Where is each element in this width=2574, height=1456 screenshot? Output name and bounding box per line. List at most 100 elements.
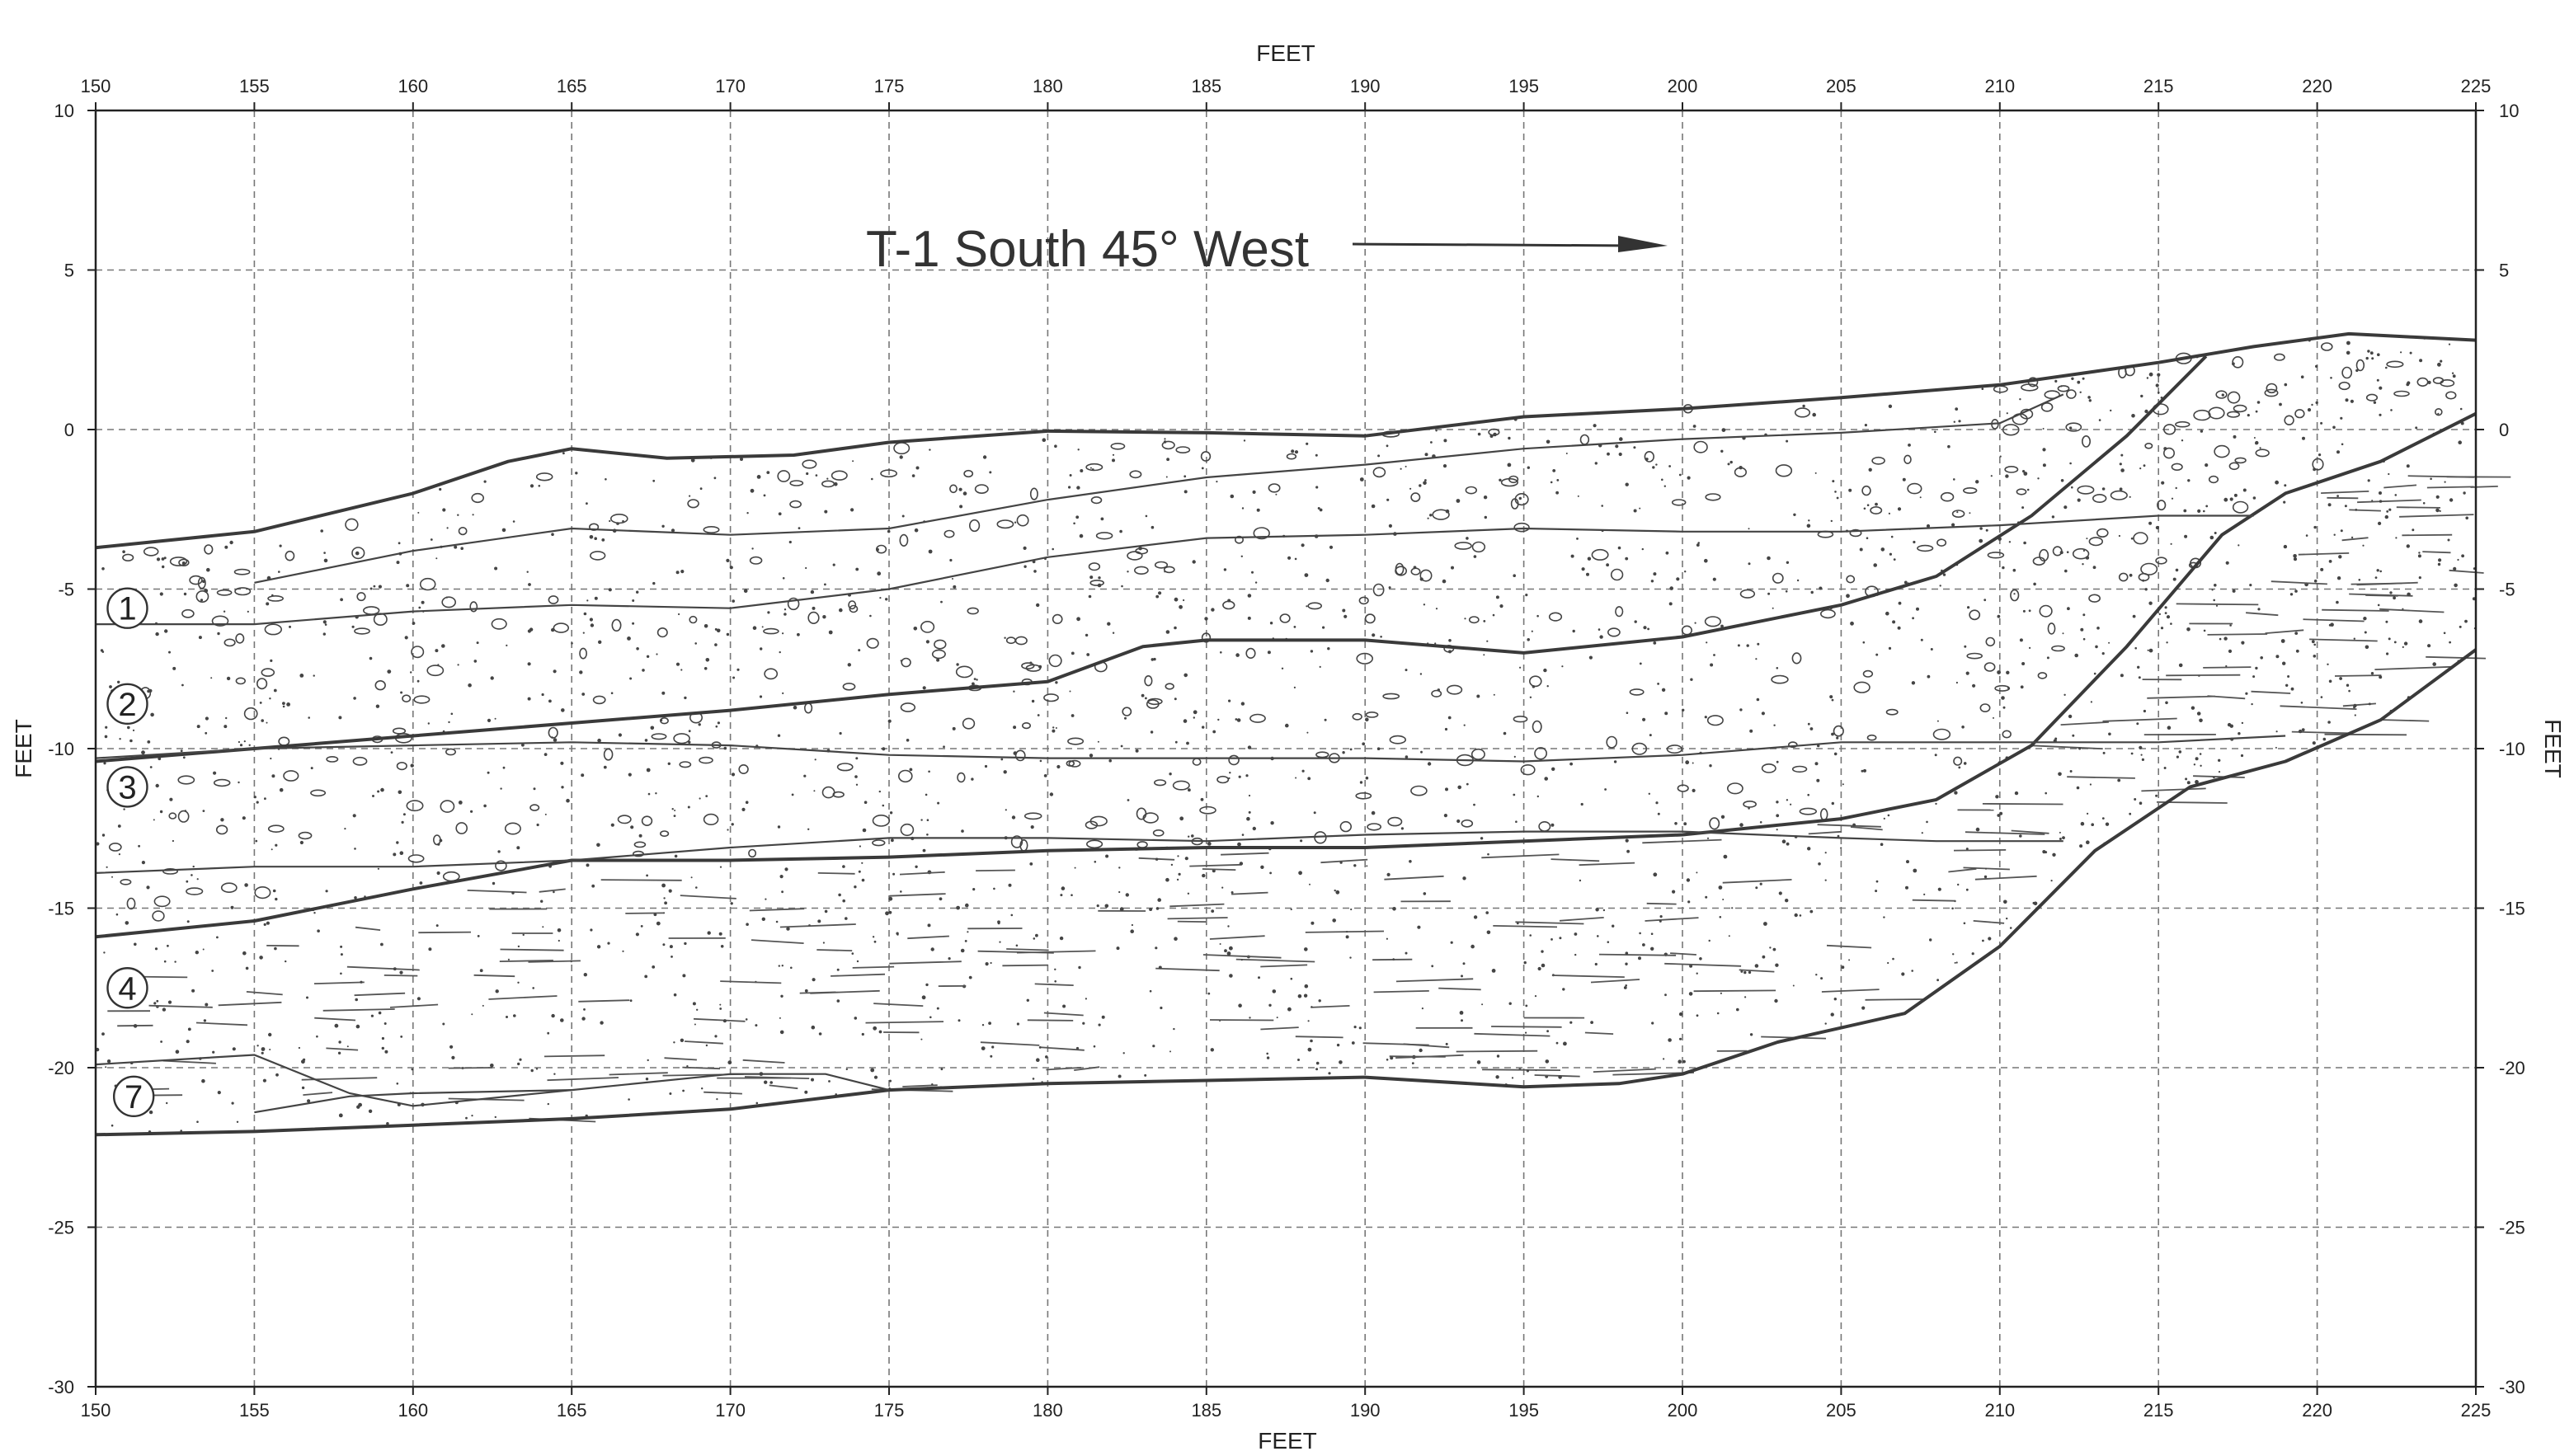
grain-mark bbox=[1155, 857, 1159, 861]
grain-mark bbox=[1221, 886, 1224, 889]
grain-mark bbox=[1786, 439, 1789, 443]
grain-mark bbox=[334, 1023, 339, 1028]
grain-mark bbox=[1423, 604, 1426, 606]
grain-mark bbox=[2098, 419, 2101, 421]
grain-mark bbox=[1216, 481, 1218, 483]
grain-mark bbox=[729, 566, 733, 570]
bedding-mark bbox=[313, 981, 365, 984]
grain-mark bbox=[1480, 837, 1484, 840]
cobble-mark bbox=[1963, 486, 1978, 494]
grain-mark bbox=[1457, 785, 1461, 790]
grain-mark bbox=[1710, 663, 1714, 667]
grain-mark bbox=[2143, 709, 2146, 713]
bedding-mark bbox=[902, 1084, 938, 1087]
grain-mark bbox=[1371, 504, 1376, 509]
cobble-mark bbox=[1861, 485, 1871, 496]
cobble-mark bbox=[2312, 458, 2324, 471]
grain-mark bbox=[2058, 772, 2062, 777]
grain-mark bbox=[2457, 558, 2459, 561]
grain-mark bbox=[1641, 547, 1645, 551]
cobble-mark bbox=[660, 716, 669, 725]
grain-mark bbox=[1193, 716, 1196, 719]
x-tick-label-bottom: 160 bbox=[398, 1400, 428, 1421]
bedding-mark bbox=[873, 1003, 924, 1007]
grain-mark bbox=[1836, 736, 1839, 740]
grain-mark bbox=[1954, 961, 1956, 964]
grain-mark bbox=[1897, 626, 1901, 630]
grain-mark bbox=[223, 610, 226, 613]
grain-mark bbox=[479, 969, 483, 973]
grain-mark bbox=[2008, 541, 2012, 543]
grain-mark bbox=[2022, 609, 2026, 613]
grain-mark bbox=[2444, 481, 2446, 483]
bedding-mark bbox=[2166, 674, 2241, 677]
cobble-mark bbox=[1200, 451, 1212, 462]
x-tick-label-top: 200 bbox=[1668, 76, 1698, 96]
grain-mark bbox=[401, 820, 404, 824]
cobble-mark bbox=[1022, 721, 1032, 730]
grain-mark bbox=[1252, 490, 1256, 495]
bedding-mark bbox=[2426, 486, 2474, 489]
bedding-mark bbox=[1850, 826, 1883, 831]
grain-mark bbox=[2139, 467, 2142, 470]
unit-label-3: 3 bbox=[106, 766, 148, 808]
x-tick-label-bottom: 215 bbox=[2143, 1400, 2174, 1421]
grain-mark bbox=[155, 783, 159, 788]
grain-mark bbox=[1686, 878, 1691, 882]
grain-mark bbox=[134, 942, 137, 946]
grain-mark bbox=[1339, 1060, 1343, 1064]
grain-mark bbox=[1466, 782, 1469, 786]
grain-mark bbox=[2228, 649, 2233, 654]
grain-mark bbox=[1443, 439, 1447, 443]
grain-mark bbox=[1287, 556, 1292, 560]
grain-mark bbox=[589, 618, 594, 622]
grain-mark bbox=[146, 885, 150, 890]
cobble-mark bbox=[789, 500, 802, 509]
grain-mark bbox=[694, 642, 697, 645]
grain-mark bbox=[2439, 510, 2441, 513]
grain-mark bbox=[1122, 1052, 1125, 1054]
grain-mark bbox=[1593, 424, 1597, 428]
cobble-mark bbox=[1372, 583, 1385, 597]
cobble-mark bbox=[108, 843, 122, 852]
grain-mark bbox=[2388, 472, 2390, 476]
grain-mark bbox=[1721, 428, 1726, 432]
bedding-mark bbox=[2141, 787, 2206, 792]
x-axis-title-top: FEET bbox=[1256, 40, 1315, 66]
bedding-mark bbox=[2309, 638, 2378, 642]
grain-mark bbox=[1241, 507, 1245, 510]
cobble-mark bbox=[1089, 580, 1104, 586]
bedding-mark bbox=[1311, 1005, 1350, 1008]
cobble-mark bbox=[949, 484, 958, 494]
cobble-mark bbox=[2066, 389, 2077, 399]
cobble-mark bbox=[548, 595, 559, 604]
grain-mark bbox=[1254, 581, 1258, 584]
grain-mark bbox=[1694, 622, 1696, 624]
cobble-mark bbox=[1005, 636, 1016, 645]
grain-mark bbox=[2353, 703, 2357, 708]
grain-mark bbox=[1696, 1014, 1699, 1017]
grain-mark bbox=[2327, 663, 2329, 665]
grain-mark bbox=[261, 719, 265, 722]
grain-mark bbox=[351, 625, 355, 628]
grain-mark bbox=[1118, 1074, 1122, 1078]
grain-mark bbox=[1775, 963, 1779, 967]
grain-mark bbox=[1776, 760, 1779, 763]
grain-mark bbox=[962, 491, 967, 496]
grain-mark bbox=[1936, 720, 1939, 722]
grain-mark bbox=[1272, 989, 1277, 993]
grain-mark bbox=[2218, 771, 2221, 773]
grain-mark bbox=[2346, 350, 2350, 355]
cobble-mark bbox=[1043, 693, 1059, 702]
grain-mark bbox=[396, 561, 400, 565]
grain-mark bbox=[2238, 544, 2240, 547]
grain-mark bbox=[169, 797, 173, 801]
grain-mark bbox=[1786, 799, 1789, 801]
grain-mark bbox=[263, 923, 266, 926]
cobble-mark bbox=[1794, 407, 1811, 418]
grain-mark bbox=[594, 596, 598, 600]
figure-title: T-1 South 45° West bbox=[866, 221, 1668, 278]
grain-mark bbox=[1217, 718, 1220, 721]
grain-mark bbox=[1227, 925, 1230, 928]
grain-mark bbox=[2252, 496, 2256, 500]
